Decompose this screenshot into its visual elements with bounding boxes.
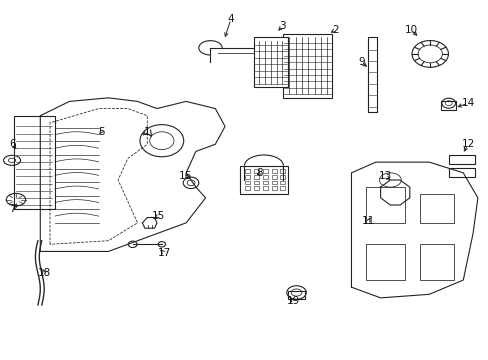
Bar <box>280 181 285 184</box>
Bar <box>287 292 305 298</box>
Text: 11: 11 <box>361 216 374 226</box>
Bar <box>245 181 250 184</box>
Text: 9: 9 <box>357 57 364 67</box>
Text: 10: 10 <box>404 25 417 35</box>
Bar <box>448 155 474 164</box>
Bar <box>283 33 331 98</box>
Bar <box>245 175 250 179</box>
Bar <box>271 169 276 173</box>
Text: 1: 1 <box>143 127 150 137</box>
Bar <box>263 169 267 173</box>
Text: 18: 18 <box>38 268 51 278</box>
Bar <box>280 175 285 179</box>
Bar <box>14 116 55 208</box>
Bar <box>271 181 276 184</box>
Bar <box>239 166 287 194</box>
Bar <box>366 244 404 280</box>
Text: 17: 17 <box>157 248 170 258</box>
Bar <box>263 181 267 184</box>
Bar <box>254 175 259 179</box>
Bar <box>366 187 404 223</box>
Text: 15: 15 <box>151 211 165 221</box>
Text: 14: 14 <box>461 98 474 108</box>
Bar <box>280 186 285 190</box>
Text: 8: 8 <box>256 168 263 178</box>
Bar <box>271 186 276 190</box>
Bar <box>254 186 259 190</box>
Bar <box>254 169 259 173</box>
Text: 3: 3 <box>279 21 285 31</box>
Bar <box>254 37 287 87</box>
Text: 19: 19 <box>286 296 299 306</box>
Text: 2: 2 <box>331 25 338 35</box>
Bar <box>254 181 259 184</box>
Text: 16: 16 <box>178 171 191 181</box>
Text: 6: 6 <box>9 139 15 149</box>
Text: 12: 12 <box>461 139 474 149</box>
Bar <box>441 102 455 111</box>
Bar <box>245 186 250 190</box>
Bar <box>263 175 267 179</box>
Bar <box>419 244 453 280</box>
Text: 7: 7 <box>9 203 15 213</box>
Bar <box>263 186 267 190</box>
Bar <box>280 169 285 173</box>
Bar <box>245 169 250 173</box>
Bar <box>419 194 453 223</box>
Text: 5: 5 <box>98 127 104 137</box>
Bar <box>448 168 474 177</box>
Text: 4: 4 <box>227 14 234 24</box>
Bar <box>271 175 276 179</box>
Text: 13: 13 <box>378 171 391 181</box>
